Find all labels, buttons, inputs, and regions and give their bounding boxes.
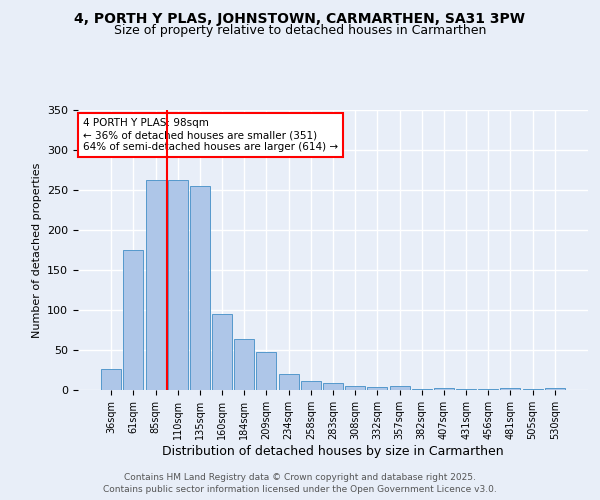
Bar xyxy=(345,386,365,390)
Bar xyxy=(434,388,454,390)
Bar xyxy=(478,389,498,390)
Text: Size of property relative to detached houses in Carmarthen: Size of property relative to detached ho… xyxy=(114,24,486,37)
Bar xyxy=(190,186,210,390)
Bar xyxy=(234,339,254,390)
Bar xyxy=(168,180,188,390)
Bar xyxy=(500,388,520,390)
Bar xyxy=(412,389,432,390)
Bar xyxy=(545,388,565,390)
Text: 4 PORTH Y PLAS: 98sqm
← 36% of detached houses are smaller (351)
64% of semi-det: 4 PORTH Y PLAS: 98sqm ← 36% of detached … xyxy=(83,118,338,152)
Bar xyxy=(212,314,232,390)
Bar xyxy=(301,381,321,390)
Bar xyxy=(389,386,410,390)
X-axis label: Distribution of detached houses by size in Carmarthen: Distribution of detached houses by size … xyxy=(162,444,504,458)
Bar xyxy=(124,250,143,390)
Text: Contains HM Land Registry data © Crown copyright and database right 2025.: Contains HM Land Registry data © Crown c… xyxy=(124,472,476,482)
Bar xyxy=(323,383,343,390)
Bar xyxy=(256,352,277,390)
Bar xyxy=(523,389,542,390)
Y-axis label: Number of detached properties: Number of detached properties xyxy=(32,162,41,338)
Bar xyxy=(101,369,121,390)
Bar xyxy=(278,374,299,390)
Text: Contains public sector information licensed under the Open Government Licence v3: Contains public sector information licen… xyxy=(103,485,497,494)
Bar xyxy=(146,180,166,390)
Bar xyxy=(367,387,388,390)
Text: 4, PORTH Y PLAS, JOHNSTOWN, CARMARTHEN, SA31 3PW: 4, PORTH Y PLAS, JOHNSTOWN, CARMARTHEN, … xyxy=(74,12,526,26)
Bar xyxy=(456,389,476,390)
